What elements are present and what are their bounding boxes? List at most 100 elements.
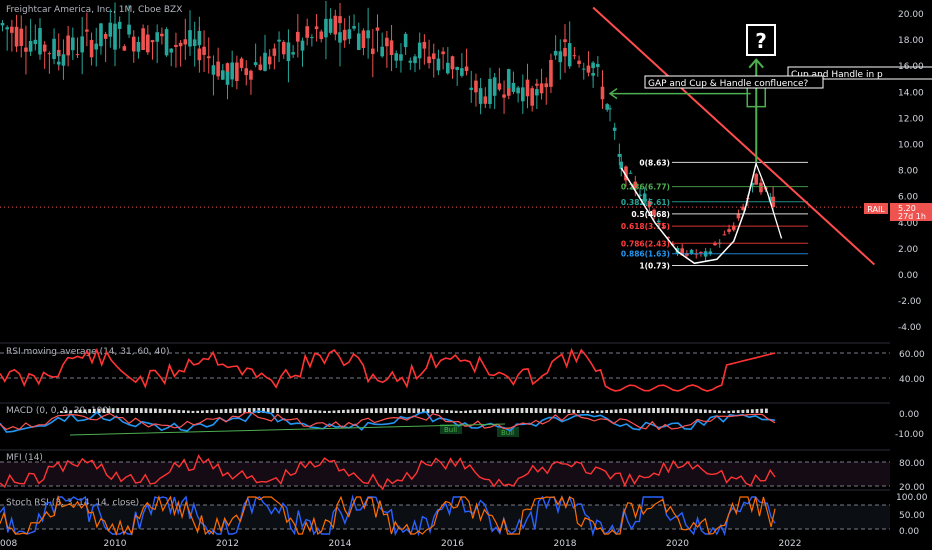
macd-histogram-bar [135,408,138,413]
bar-countdown: 27d 1h [898,212,926,221]
candlestick-series [0,0,775,262]
macd-histogram-bar [685,408,688,413]
question-box[interactable]: ? [746,24,776,56]
macd-histogram-bar [332,410,336,413]
gap-callout[interactable]: GAP and Cup & Handle confluence? [644,75,824,89]
macd-histogram-bar [506,408,510,413]
macd-histogram-bar [280,408,284,413]
macd-histogram-bar [252,408,256,413]
cup-curve[interactable] [620,162,758,265]
price-tick: 18.00 [898,36,924,46]
macd-histogram-bar [727,410,731,413]
candle-body [759,182,763,193]
candle-body [225,71,230,85]
candle-body [656,220,661,223]
fibonacci-retracement[interactable]: 0(8.63)0.236(6.77)0.382(5.61)0.5(4.68)0.… [621,158,808,270]
price-tick: 10.00 [898,141,924,151]
candle-body [122,46,127,51]
candle-body [633,181,638,189]
stoch-rsi-pane[interactable]: Stoch RSI (3, 3, 14, 14, close) 100.00 5… [0,493,928,537]
candle-body [553,50,558,56]
candle-body [136,42,141,52]
mfi-tick-20: 20.00 [899,483,925,493]
candle-body [431,53,436,60]
cup-handle-callout[interactable]: Cup and Handle in p [787,66,932,80]
stoch-d-line [0,494,776,536]
mfi-tick-80: 80.00 [899,459,925,469]
mfi-pane[interactable]: MFI (14) 80.00 20.00 [0,453,925,493]
macd-histogram-bar [64,410,68,413]
macd-histogram-bar [464,410,467,413]
gap-arrow[interactable] [608,87,751,100]
candle-body [277,39,281,42]
macd-histogram-bar [233,408,237,413]
cup-handle-label: Cup and Handle in p [791,70,883,80]
candle-body [535,89,539,96]
candle-body [516,87,520,94]
macd-histogram-bar [421,408,425,413]
macd-histogram-bar [487,409,491,413]
macd-histogram-bar [196,410,200,413]
macd-histogram-bar [492,408,496,413]
time-axis[interactable]: 008 2010 2012 2014 2016 2018 2020 2022 [0,539,801,549]
candle-body [244,68,249,76]
rsi-tick-40: 40.00 [899,375,925,385]
price-axis[interactable]: 20.00 18.00 16.00 14.00 12.00 10.00 8.00 6.00 4.… [898,10,924,333]
macd-histogram-bar [318,410,322,413]
macd-histogram-bar [694,409,698,413]
macd-histogram-bar [337,410,341,413]
macd-histogram-bar [750,409,754,413]
macd-histogram-bar [624,408,627,413]
descending-trendline[interactable] [592,6,876,266]
fib-level-label: 0.382(5.61) [621,198,670,207]
symbol-title[interactable]: Freightcar America, Inc., 1M, Cboe BZX [6,5,182,15]
macd-histogram-bar [191,410,195,413]
candle-body [141,28,145,50]
macd-histogram-bar [201,410,204,413]
candle-body [366,30,370,39]
macd-histogram-bar [483,409,486,413]
macd-histogram-bar [412,408,416,413]
macd-histogram-bar [558,408,561,413]
candle-body [446,62,450,74]
macd-histogram-bar [562,409,566,413]
macd-histogram-bar [149,408,153,413]
candle-body [371,48,375,55]
candle-body [347,29,352,39]
candle-body [497,83,502,90]
candle-body [108,22,113,37]
macd-histogram-bar [276,408,279,413]
macd-histogram-bar [417,408,420,413]
macd-histogram-bar [741,409,745,413]
target-arrow[interactable] [746,58,766,163]
macd-histogram-bar [154,408,157,413]
macd-pane[interactable]: MACD (0, 0, 9, 30, 100) 0.00 -10.00 Bull… [0,406,924,440]
macd-histogram-bar [407,408,411,413]
rsi-pane[interactable]: RSI moving average (14, 31, 60, 40) 60.0… [0,347,925,392]
candle-body [188,30,192,47]
candle-body [300,40,305,51]
candle-body [722,234,727,236]
macd-histogram-bar [144,408,148,413]
macd-histogram-bar [736,410,740,413]
candle-body [417,42,422,59]
macd-histogram-bar [718,410,721,413]
price-tick: 0.00 [898,271,918,281]
fib-level-label: 0(8.63) [639,158,670,167]
candle-body [389,40,394,56]
mfi-title: MFI (14) [6,453,43,463]
candle-body [127,24,131,35]
grid-lines [0,342,890,491]
macd-histogram-bar [342,409,345,413]
candle-body [567,43,572,67]
candle-body [666,237,670,239]
handle-line[interactable] [755,163,783,239]
candle-body [174,44,178,47]
candle-body [52,38,56,60]
candle-body [455,66,459,71]
macd-histogram-bar [121,408,124,413]
macd-histogram-bar [426,408,430,413]
fib-level-label: 0.886(1.63) [621,250,670,259]
candle-body [89,39,94,58]
